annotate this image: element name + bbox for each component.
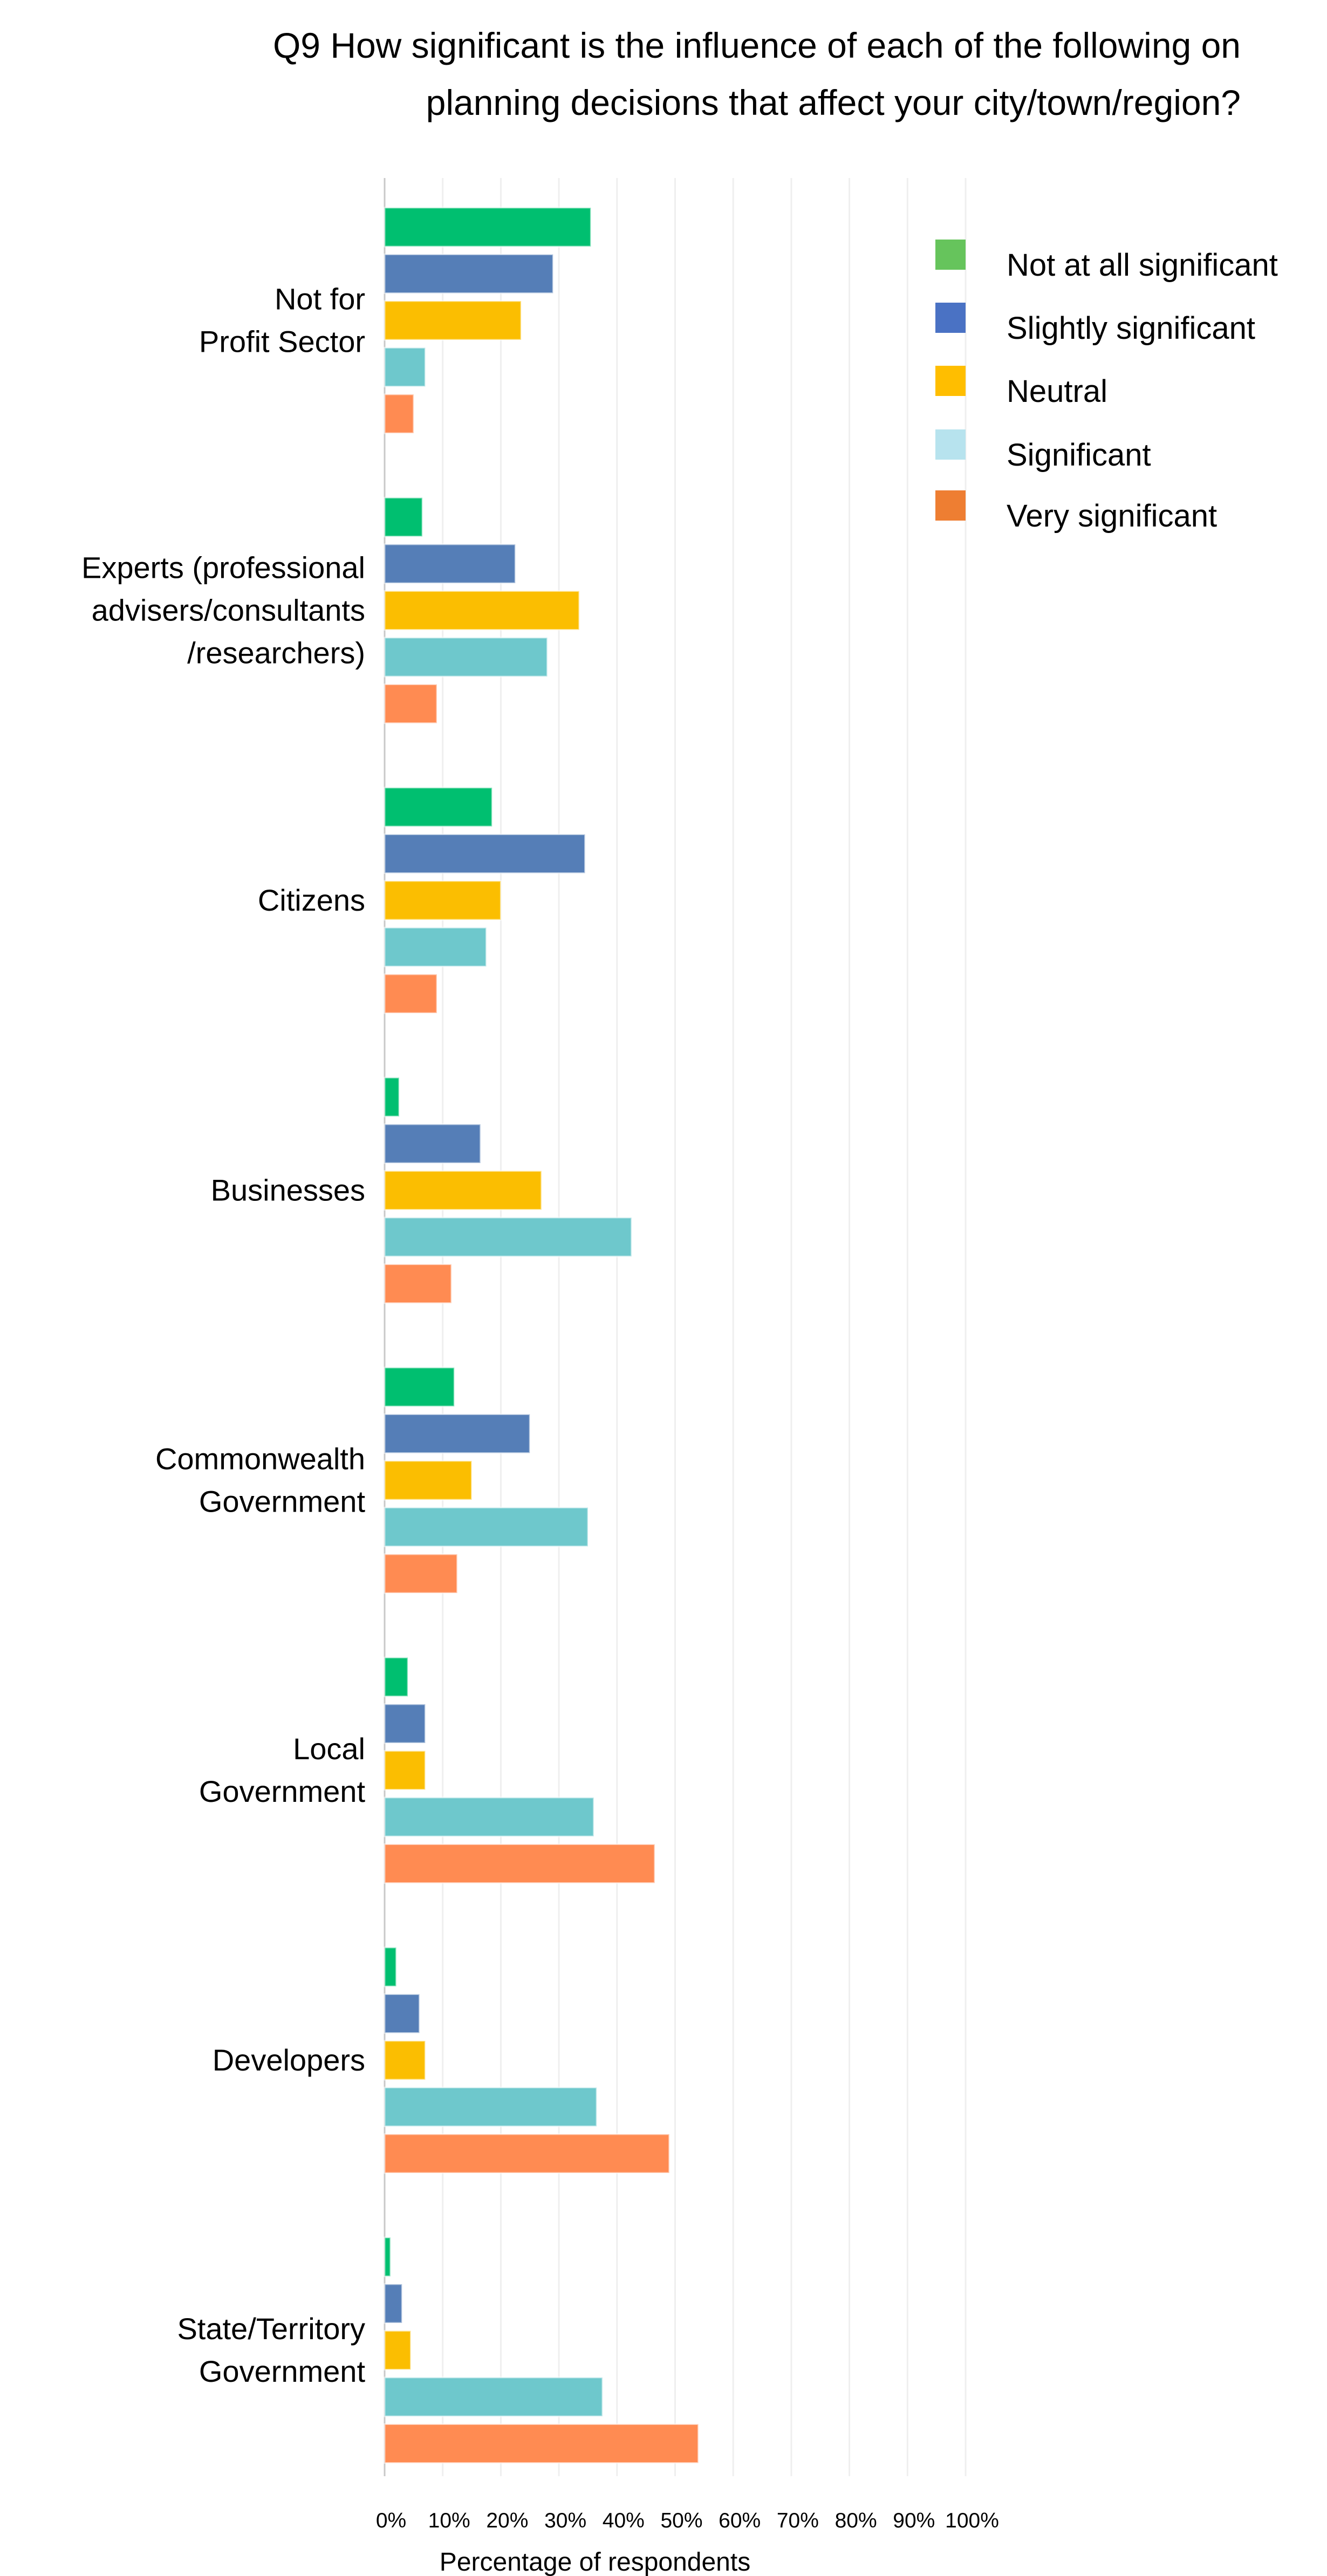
bar-slightly-significant xyxy=(384,1413,531,1454)
chart-title-line-2: planning decisions that affect your city… xyxy=(426,83,1241,122)
bar-not-at-all-significant xyxy=(384,207,592,248)
bar-neutral xyxy=(384,1460,473,1501)
legend-swatch-significant xyxy=(935,429,966,460)
bar-slightly-significant xyxy=(384,2283,403,2324)
bar-significant xyxy=(384,2376,604,2417)
category-label: Government xyxy=(199,1485,366,1519)
bar-not-at-all-significant xyxy=(384,1657,409,1697)
category-labels: Not for Profit Sector Experts (professiona… xyxy=(81,282,365,2389)
x-tick-label: 50% xyxy=(660,2509,702,2532)
legend-swatch-not-at-all-significant xyxy=(935,240,966,270)
bar-neutral xyxy=(384,2330,412,2370)
bar-significant xyxy=(384,2087,598,2127)
category-label: Local xyxy=(293,1732,365,1766)
bar-neutral xyxy=(384,590,580,631)
x-tick-label: 60% xyxy=(719,2509,761,2532)
bar-significant xyxy=(384,927,487,967)
bar-significant xyxy=(384,1217,633,1258)
bar-significant xyxy=(384,1796,595,1837)
bar-very-significant xyxy=(384,1263,453,1304)
legend-label-significant: Significant xyxy=(1007,438,1151,473)
category-label: Profit Sector xyxy=(199,325,365,359)
category-label: Not for xyxy=(275,282,365,316)
legend-label-not-at-all-significant: Not at all significant xyxy=(1007,248,1278,283)
bar-very-significant xyxy=(384,2423,700,2464)
bar-not-at-all-significant xyxy=(384,497,423,537)
category-label: /researchers) xyxy=(187,636,365,670)
bar-significant xyxy=(384,347,426,387)
bar-neutral xyxy=(384,1170,543,1211)
bar-neutral xyxy=(384,880,502,921)
x-axis-ticks: 0% 10% 20% 30% 40% 50% 60% 70% 80% 90% 100% xyxy=(376,2509,999,2532)
bar-significant xyxy=(384,637,549,678)
bars xyxy=(384,207,700,2464)
x-tick-label: 20% xyxy=(486,2509,528,2532)
x-tick-label: 100% xyxy=(945,2509,999,2532)
x-tick-label: 70% xyxy=(777,2509,819,2532)
bar-neutral xyxy=(384,1750,426,1791)
chart-title-line-1: Q9 How significant is the influence of e… xyxy=(273,25,1241,65)
x-axis-label: Percentage of respondents xyxy=(440,2548,750,2576)
bar-slightly-significant xyxy=(384,543,516,584)
bar-very-significant xyxy=(384,684,438,724)
category-label: State/Territory xyxy=(177,2312,365,2346)
bar-very-significant xyxy=(384,2133,671,2174)
bar-slightly-significant xyxy=(384,1703,426,1744)
legend-label-neutral: Neutral xyxy=(1007,374,1107,409)
legend-swatch-very-significant xyxy=(935,490,966,521)
x-tick-label: 80% xyxy=(835,2509,877,2532)
bar-not-at-all-significant xyxy=(384,787,493,828)
category-label: Commonwealth xyxy=(155,1442,365,1476)
x-tick-label: 90% xyxy=(893,2509,935,2532)
category-label: Government xyxy=(199,1774,366,1808)
bar-very-significant xyxy=(384,1843,656,1884)
category-label: Citizens xyxy=(258,883,365,917)
bar-slightly-significant xyxy=(384,1993,421,2034)
legend-swatch-slightly-significant xyxy=(935,303,966,333)
bar-not-at-all-significant xyxy=(384,1366,455,1407)
x-tick-label: 40% xyxy=(603,2509,645,2532)
bar-very-significant xyxy=(384,1553,459,1594)
bar-not-at-all-significant xyxy=(384,2237,392,2277)
bar-not-at-all-significant xyxy=(384,1946,398,1987)
category-label: Businesses xyxy=(211,1173,365,1207)
bar-significant xyxy=(384,1507,589,1547)
bar-slightly-significant xyxy=(384,833,586,874)
category-label: advisers/consultants xyxy=(92,593,365,627)
x-tick-label: 10% xyxy=(428,2509,470,2532)
bar-not-at-all-significant xyxy=(384,1077,400,1117)
bar-neutral xyxy=(384,2040,426,2081)
legend: Not at all significant Slightly significa… xyxy=(935,240,1278,534)
bar-neutral xyxy=(384,300,522,341)
x-tick-label: 0% xyxy=(376,2509,406,2532)
legend-swatch-neutral xyxy=(935,366,966,396)
legend-label-slightly-significant: Slightly significant xyxy=(1007,311,1255,346)
x-tick-label: 30% xyxy=(544,2509,586,2532)
legend-label-very-significant: Very significant xyxy=(1007,498,1217,534)
category-label: Experts (professional xyxy=(81,551,365,585)
gridlines xyxy=(384,178,967,2476)
category-label: Developers xyxy=(213,2043,365,2077)
category-label: Government xyxy=(199,2354,366,2388)
bar-very-significant xyxy=(384,973,438,1014)
bar-slightly-significant xyxy=(384,254,554,294)
bar-very-significant xyxy=(384,393,415,434)
bar-slightly-significant xyxy=(384,1123,482,1164)
